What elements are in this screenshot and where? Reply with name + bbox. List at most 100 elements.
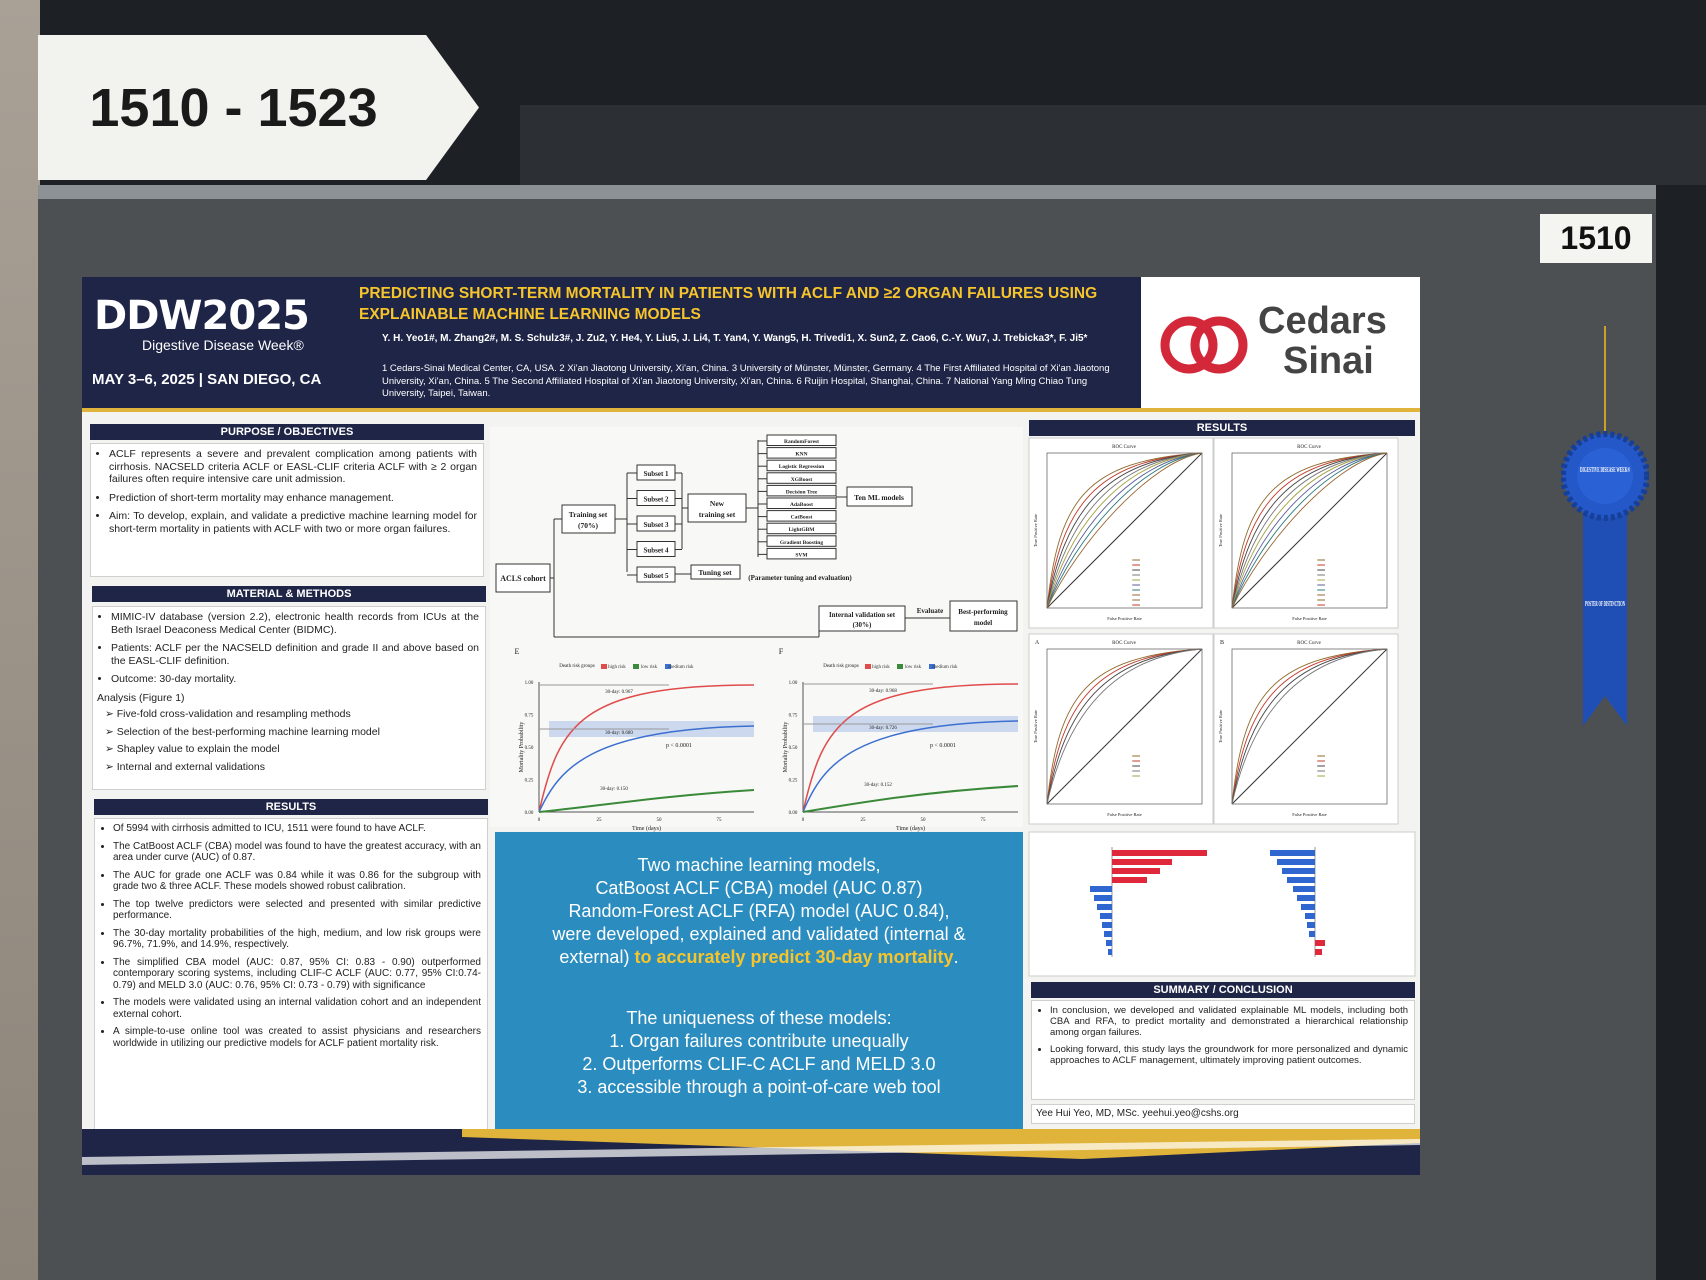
section-heading: MATERIAL & METHODS [92, 586, 486, 602]
curve [538, 725, 755, 813]
legend-swatch [929, 664, 935, 669]
label: 50 [921, 818, 927, 823]
label: False Positive Rate [1107, 616, 1142, 621]
flow-box [495, 563, 551, 593]
label: ROC Curve [1112, 445, 1137, 450]
label: False Positive Rate [1107, 812, 1142, 817]
curve [802, 785, 1019, 813]
uniqueness-point: 3. accessible through a point-of-care we… [577, 1077, 941, 1097]
sponsor-line1: Cedars [1258, 300, 1387, 342]
label: 25 [861, 818, 867, 823]
authors: Y. H. Yeo1#, M. Zhang2#, M. S. Schulz3#,… [382, 333, 1088, 344]
list-item: Looking forward, this study lays the gro… [1050, 1044, 1408, 1066]
finding-line: Two machine learning models, [637, 855, 881, 875]
label: low risk [641, 665, 658, 670]
affiliations: 1 Cedars-Sinai Medical Center, CA, USA. … [382, 363, 1110, 399]
shap-bar [1108, 949, 1112, 955]
label: Decision Tree [786, 489, 818, 495]
list-item: MIMIC-IV database (version 2.2), electro… [111, 611, 479, 636]
roc-curve [1046, 648, 1203, 805]
label: 0.00 [525, 811, 534, 816]
label: Subset 1 [643, 470, 669, 478]
shap-bar [1112, 868, 1160, 874]
roc-curve [1046, 452, 1203, 609]
roc-curve [1231, 452, 1388, 609]
legend-swatch [633, 664, 639, 669]
roc-curve [1231, 648, 1388, 805]
footer-stripe [82, 1129, 1420, 1175]
plot-frame [1231, 452, 1388, 609]
label: 0 [802, 818, 805, 823]
label: Logistic Regression [779, 464, 825, 470]
roc-curve [1231, 452, 1388, 609]
label: Mortality Probability [783, 722, 789, 773]
list-item: The 30-day mortality probabilities of th… [113, 928, 481, 951]
flow-box [846, 486, 913, 507]
roc-curve [1046, 648, 1203, 805]
label: 0.75 [789, 714, 798, 719]
label: ROC Curve [1297, 445, 1322, 450]
section-heading: RESULTS [94, 799, 488, 815]
shap-bar [1293, 886, 1315, 892]
finding-line: were developed, explained and validated … [552, 924, 966, 944]
label: medium risk [932, 665, 958, 670]
shap-panel [1028, 831, 1416, 977]
roc-panel [1028, 633, 1214, 825]
legend-swatch [665, 664, 671, 669]
flow-box [690, 564, 741, 580]
label: (30%) [853, 621, 872, 629]
list: Five-fold cross-validation and resamplin… [99, 708, 479, 773]
flow-box [766, 447, 837, 459]
flow-box [766, 547, 837, 560]
roc-curve [1046, 452, 1203, 609]
list-item: Selection of the best-performing machine… [105, 726, 479, 739]
key-findings: Two machine learning models, CatBoost ACL… [495, 832, 1023, 1142]
connector [1046, 648, 1203, 805]
list: ACLF represents a severe and prevalent c… [97, 448, 477, 535]
label: Time (days) [632, 825, 661, 832]
sponsor-box: Cedars Sinai [1141, 277, 1420, 408]
label: 0.50 [525, 746, 534, 751]
roc-curve [1231, 648, 1388, 805]
roc-curve [1046, 648, 1203, 805]
roc-panel [1213, 633, 1399, 825]
legend-swatch [601, 664, 607, 669]
poster: DDW2025 Digestive Disease Week® MAY 3–6,… [82, 277, 1420, 1175]
analysis-label: Analysis (Figure 1) [97, 691, 185, 704]
label: Subset 3 [643, 521, 669, 529]
curve [538, 789, 755, 813]
label: (70%) [578, 521, 598, 530]
list-item: Internal and external validations [105, 761, 479, 774]
label: KNN [795, 452, 807, 458]
connector [1231, 648, 1388, 805]
shap-bar [1309, 931, 1315, 937]
finding-text: external) [559, 947, 635, 967]
label: LightGBM [789, 527, 816, 533]
tagline: Digestive Disease Week® [142, 337, 304, 353]
uniqueness-point: 2. Outperforms CLIF-C ACLF and MELD 3.0 [582, 1054, 936, 1074]
label: Death risk groups [823, 664, 859, 669]
label: False Positive Rate [1292, 616, 1327, 621]
list-item: In conclusion, we developed and validate… [1050, 1005, 1408, 1038]
label: high risk [608, 665, 626, 670]
roc-curve [1231, 452, 1388, 609]
label: model [974, 619, 992, 627]
label: Subset 4 [643, 547, 669, 555]
roc-curve [1046, 452, 1203, 609]
list-item: A simple-to-use online tool was created … [113, 1026, 481, 1049]
results-box: Of 5994 with cirrhosis admitted to ICU, … [94, 818, 488, 1136]
legend-swatch [897, 664, 903, 669]
plot-frame [1046, 452, 1203, 609]
list: In conclusion, we developed and validate… [1038, 1005, 1408, 1066]
booth-sign: 1510 - 1523 [38, 35, 479, 180]
list-item: Five-fold cross-validation and resamplin… [105, 708, 479, 721]
label: 75 [717, 818, 723, 823]
roc-curve [1231, 452, 1388, 609]
sponsor-line2: Sinai [1283, 340, 1374, 382]
shap-bar [1307, 922, 1315, 928]
shap-bar [1315, 949, 1322, 955]
label: E [515, 647, 520, 656]
flow-box [766, 522, 837, 535]
label: high risk [872, 665, 890, 670]
label: XGBoost [791, 477, 813, 483]
